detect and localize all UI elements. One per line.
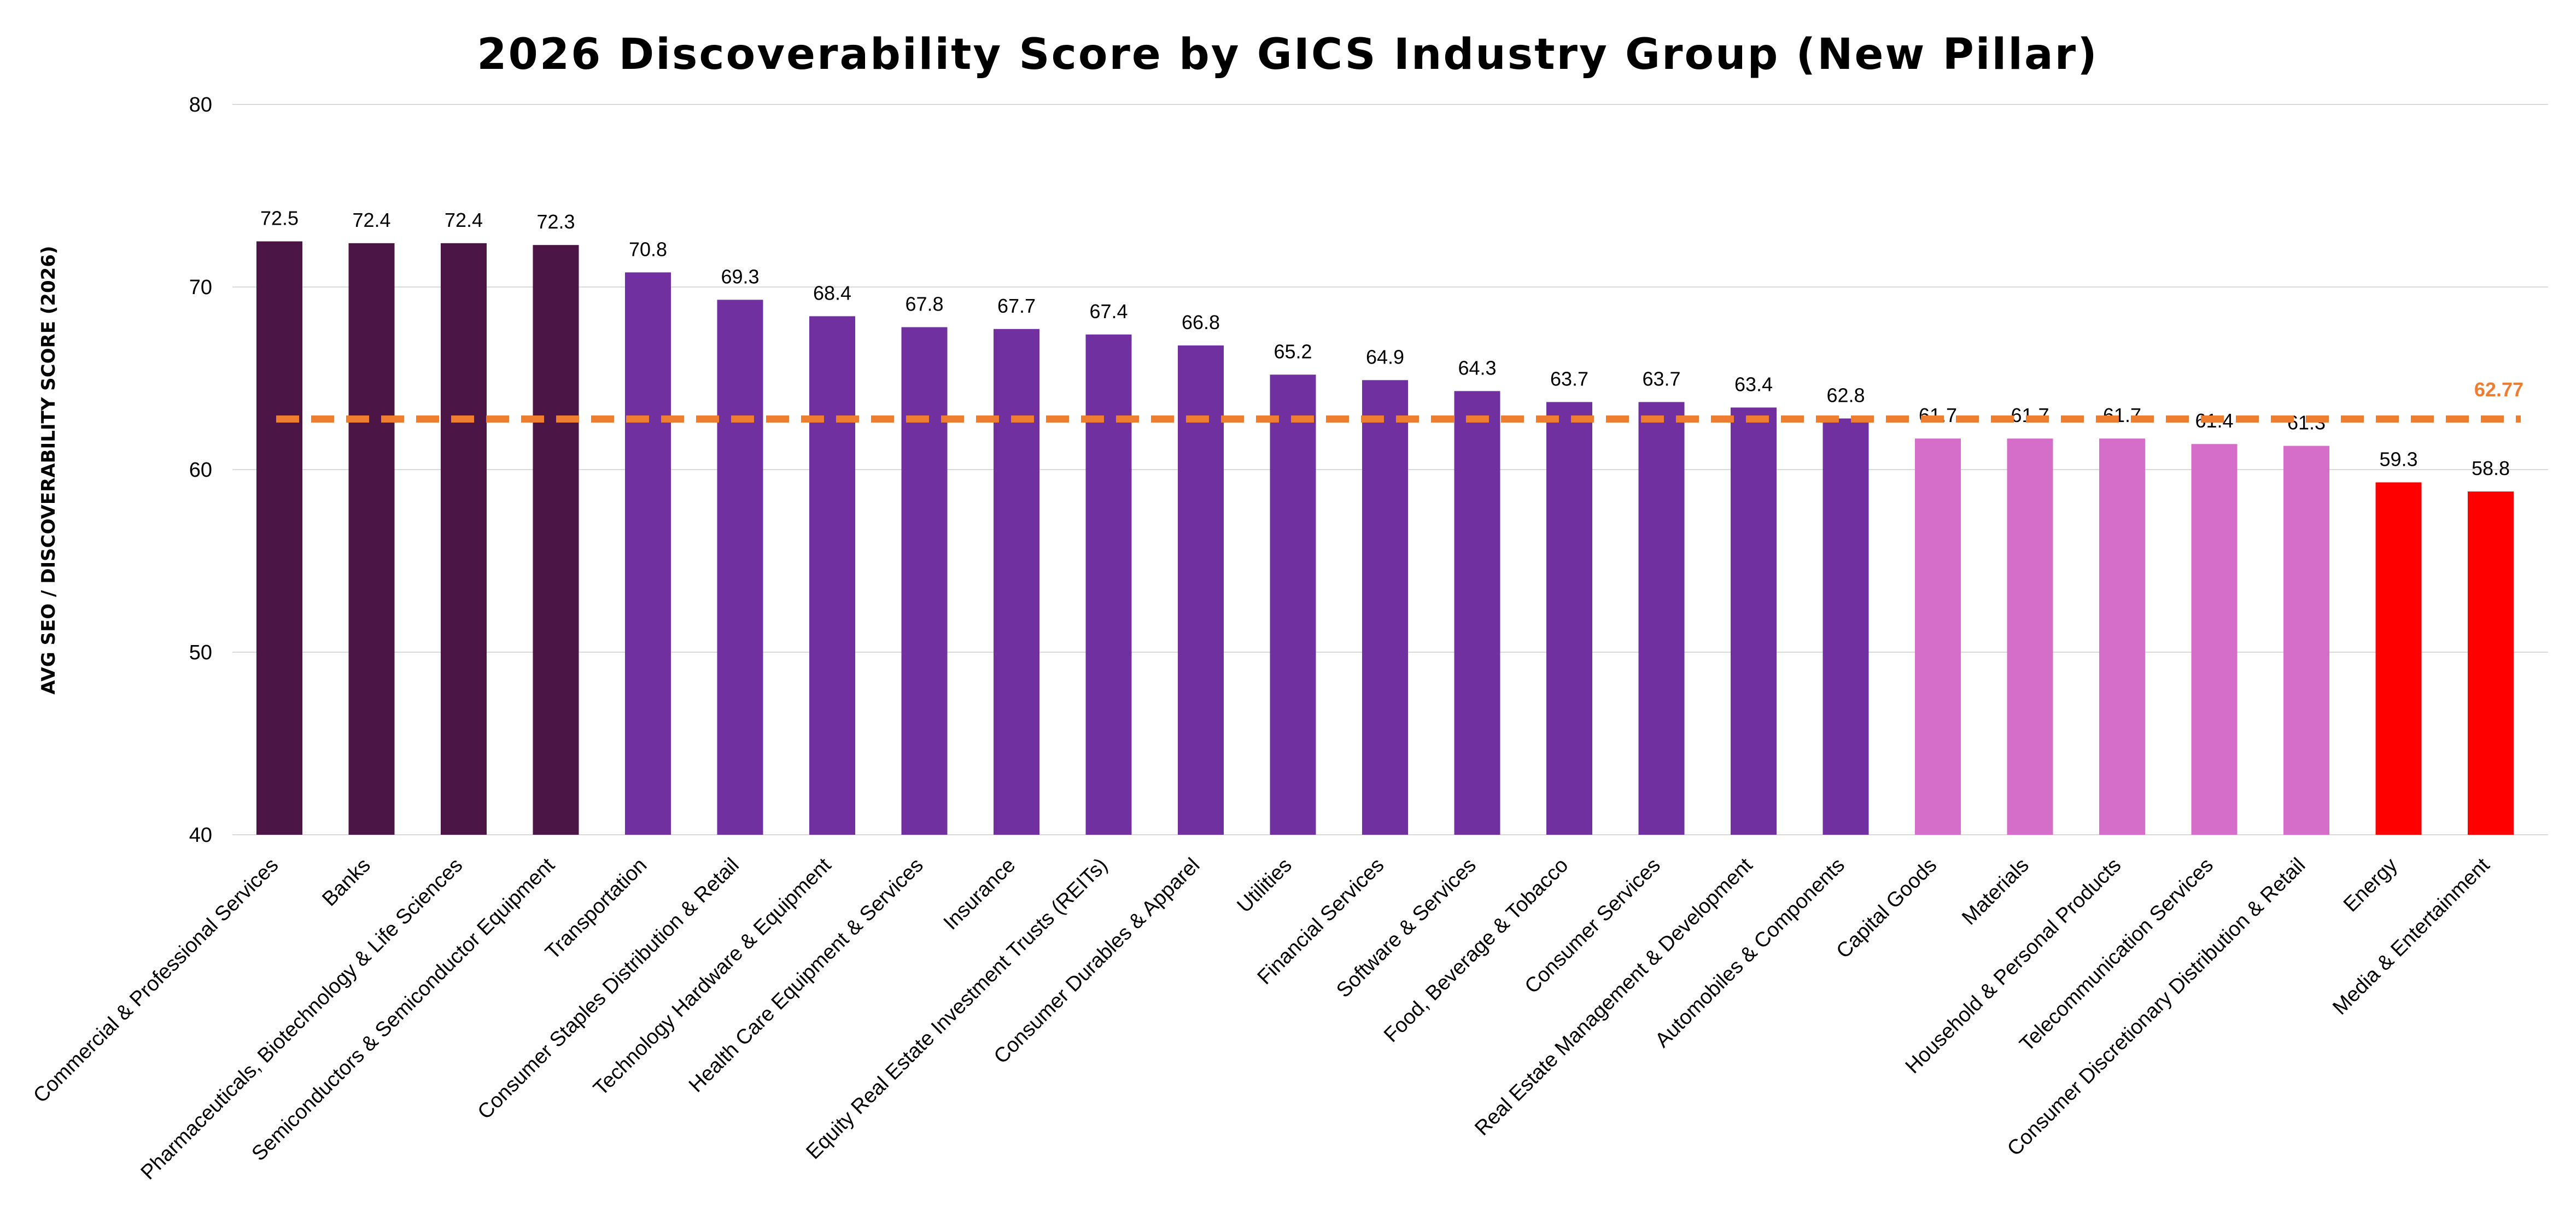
category-labels: Commercial & Professional Services BanksP… xyxy=(29,853,2495,1184)
bar xyxy=(2375,482,2422,835)
data-label: 62.8 xyxy=(1826,384,1865,406)
bar xyxy=(348,243,395,835)
bar xyxy=(1454,391,1500,835)
y-tick-label: 60 xyxy=(189,459,212,482)
bar xyxy=(2468,491,2514,835)
data-label: 61.7 xyxy=(2103,404,2141,426)
bar xyxy=(1546,402,1592,835)
chart-title: 2026 Discoverability Score by GICS Indus… xyxy=(477,30,2098,79)
data-label: 58.8 xyxy=(2472,457,2510,479)
y-tick-label: 80 xyxy=(189,93,212,116)
data-label: 66.8 xyxy=(1182,311,1220,333)
bar xyxy=(1270,374,1316,835)
x-category-label: Banks xyxy=(318,854,375,911)
data-label: 68.4 xyxy=(813,282,851,304)
x-category-label: Food, Beverage & Tobacco xyxy=(1380,854,1573,1047)
y-tick-label: 70 xyxy=(189,276,212,299)
bar xyxy=(901,327,948,835)
data-label: 65.2 xyxy=(1274,340,1312,362)
bar xyxy=(441,243,487,835)
bar xyxy=(717,300,763,835)
data-label: 61.7 xyxy=(1919,404,1957,426)
data-labels: 72.5 72.4 72.4 72.3 70.8 69.3 68.4 67.8 67.7 67.4… xyxy=(260,207,2510,480)
data-label: 72.4 xyxy=(352,209,390,231)
x-category-label: Automobiles & Components xyxy=(1651,854,1849,1052)
data-label: 72.5 xyxy=(260,207,299,230)
data-label: 72.3 xyxy=(536,210,575,233)
bar xyxy=(256,241,302,835)
data-label: 63.4 xyxy=(1734,373,1773,395)
bar xyxy=(1085,334,1132,835)
x-category-label: Insurance xyxy=(939,854,1020,935)
data-label: 67.4 xyxy=(1089,300,1128,323)
bars xyxy=(256,241,2514,835)
x-category-label: Utilities xyxy=(1233,854,1296,917)
data-label: 64.9 xyxy=(1366,345,1404,368)
data-label: 63.7 xyxy=(1642,367,1680,390)
bar xyxy=(625,272,671,835)
bar xyxy=(533,245,579,835)
x-category-label: Pharmaceuticals, Biotechnology & Life Sc… xyxy=(137,854,468,1185)
x-category-label: Telecommunication Services xyxy=(2016,854,2218,1056)
y-tick-label: 50 xyxy=(189,641,212,664)
data-label: 59.3 xyxy=(2379,448,2417,470)
bar xyxy=(1362,380,1408,835)
reference-line-label: 62.77 xyxy=(2474,378,2524,401)
x-category-label: Energy xyxy=(2339,854,2402,917)
data-label: 61.7 xyxy=(2011,404,2049,426)
data-label: 70.8 xyxy=(629,238,667,260)
reference-line-group: 62.77 xyxy=(276,378,2524,423)
data-label: 63.7 xyxy=(1550,367,1588,390)
x-category-label: Materials xyxy=(1958,854,2034,930)
data-label: 61.3 xyxy=(2287,412,2326,434)
bar xyxy=(2099,438,2145,835)
data-label: 72.4 xyxy=(445,209,483,231)
x-category-label: Semiconductors & Semiconductor Equipment xyxy=(248,853,560,1165)
bar xyxy=(2283,446,2329,835)
bar xyxy=(1638,402,1685,835)
bar xyxy=(1823,418,1869,835)
data-label: 64.3 xyxy=(1458,356,1496,379)
bar xyxy=(2007,438,2053,835)
x-category-label: Media & Entertainment xyxy=(2328,853,2494,1019)
data-label: 69.3 xyxy=(721,265,759,288)
bar xyxy=(1731,407,1777,835)
y-axis-ticks: 40 50 60 70 80 xyxy=(189,93,212,847)
bar xyxy=(809,316,855,835)
data-label: 67.8 xyxy=(905,292,943,315)
bar xyxy=(994,329,1039,835)
bar xyxy=(1178,345,1224,835)
data-label: 67.7 xyxy=(997,295,1036,317)
y-axis-title: AVG SEO / DISCOVERABILITY SCORE (2026) xyxy=(38,246,60,695)
bar xyxy=(1915,438,1961,835)
bar xyxy=(2191,444,2238,835)
x-category-label: Consumer Durables & Apparel xyxy=(990,854,1205,1069)
y-tick-label: 40 xyxy=(189,824,212,847)
